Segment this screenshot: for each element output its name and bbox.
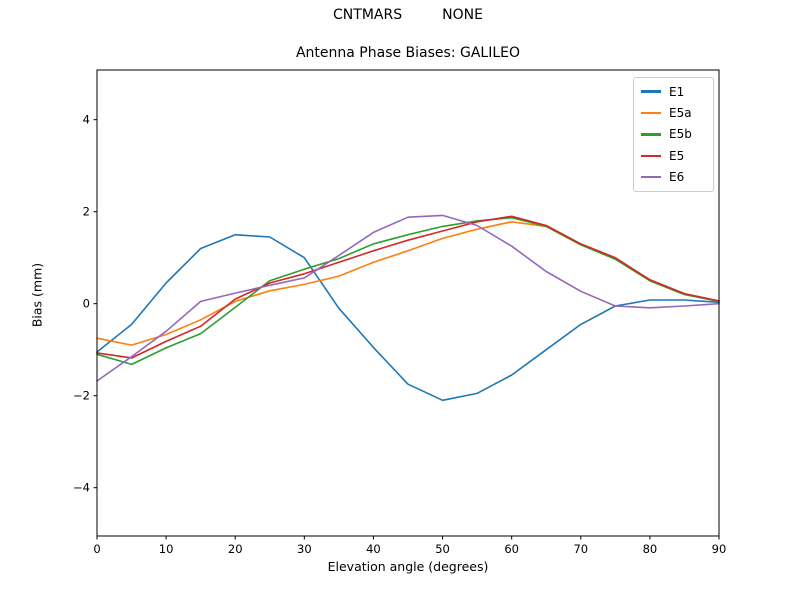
x-tick-label: 50 [435, 542, 450, 556]
legend-label: E1 [669, 84, 685, 99]
legend-item-E6: E6 [641, 171, 706, 183]
x-tick-label: 30 [297, 542, 312, 556]
legend-item-E5a: E5a [641, 107, 706, 119]
legend: E1 E5a E5b E5 E6 [633, 77, 714, 192]
legend-label: E5 [669, 148, 685, 163]
x-axis-label: Elevation angle (degrees) [327, 559, 489, 574]
y-tick-label: 4 [83, 113, 90, 127]
legend-item-E1: E1 [641, 86, 706, 98]
legend-label: E5a [669, 106, 692, 121]
legend-swatch-E5a [641, 111, 661, 115]
series-line-E5b [96, 216, 720, 366]
x-tick-label: 80 [643, 542, 658, 556]
y-tick-label: −4 [73, 481, 90, 495]
x-tick-label: 40 [366, 542, 381, 556]
x-tick-label: 70 [573, 542, 588, 556]
legend-swatch-E6 [641, 176, 661, 179]
legend-item-E5: E5 [641, 150, 706, 162]
y-tick-label: 0 [83, 297, 90, 311]
x-tick-label: 0 [93, 542, 100, 556]
x-tick-label: 10 [159, 542, 174, 556]
y-tick-label: −2 [73, 389, 90, 403]
figure-suptitle: CNTMARS NONE [333, 7, 483, 23]
series-line-E6 [96, 214, 720, 382]
legend-swatch-E1 [641, 90, 661, 93]
series-line-E1 [96, 233, 720, 402]
y-tick-label: 2 [83, 205, 90, 219]
x-tick-label: 60 [504, 542, 519, 556]
axes-frame [96, 69, 720, 537]
x-tick-label: 90 [712, 542, 727, 556]
legend-swatch-E5 [641, 154, 661, 158]
series-line-E5 [96, 215, 720, 359]
legend-swatch-E5b [641, 133, 661, 136]
legend-item-E5b: E5b [641, 128, 706, 140]
legend-label: E6 [669, 170, 685, 185]
x-tick-label: 20 [228, 542, 243, 556]
y-axis-label: Bias (mm) [29, 262, 45, 328]
chart-title: Antenna Phase Biases: GALILEO [295, 45, 521, 61]
legend-label: E5b [669, 127, 692, 142]
